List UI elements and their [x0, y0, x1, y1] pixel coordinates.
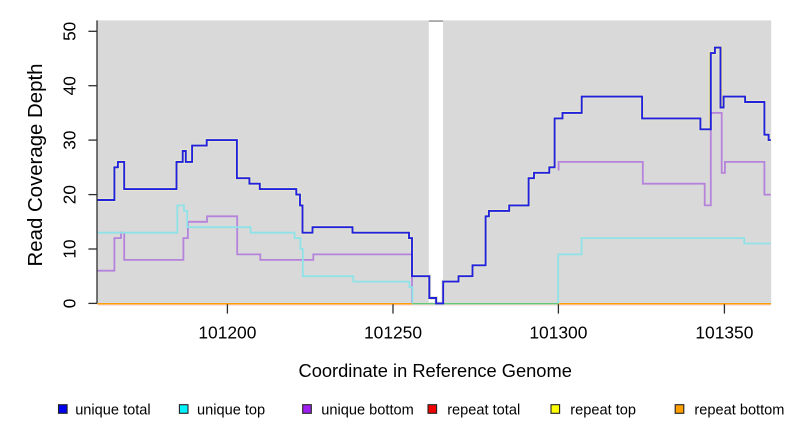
svg-text:20: 20 [60, 185, 80, 204]
svg-text:101300: 101300 [529, 322, 587, 342]
svg-text:repeat top: repeat top [570, 402, 636, 418]
svg-text:Read Coverage Depth: Read Coverage Depth [25, 64, 47, 267]
svg-text:repeat total: repeat total [447, 402, 520, 418]
svg-text:unique top: unique top [197, 402, 265, 418]
svg-text:101250: 101250 [364, 322, 422, 342]
svg-text:0: 0 [60, 299, 80, 309]
svg-text:unique bottom: unique bottom [321, 402, 414, 418]
svg-text:50: 50 [60, 22, 80, 41]
svg-text:30: 30 [60, 130, 80, 149]
svg-text:Coordinate in Reference Genome: Coordinate in Reference Genome [299, 360, 572, 381]
svg-text:101200: 101200 [198, 322, 256, 342]
svg-text:10: 10 [60, 239, 80, 258]
svg-text:101350: 101350 [695, 322, 753, 342]
svg-text:40: 40 [60, 76, 80, 95]
svg-text:repeat bottom: repeat bottom [694, 402, 784, 418]
svg-text:unique total: unique total [75, 402, 150, 418]
